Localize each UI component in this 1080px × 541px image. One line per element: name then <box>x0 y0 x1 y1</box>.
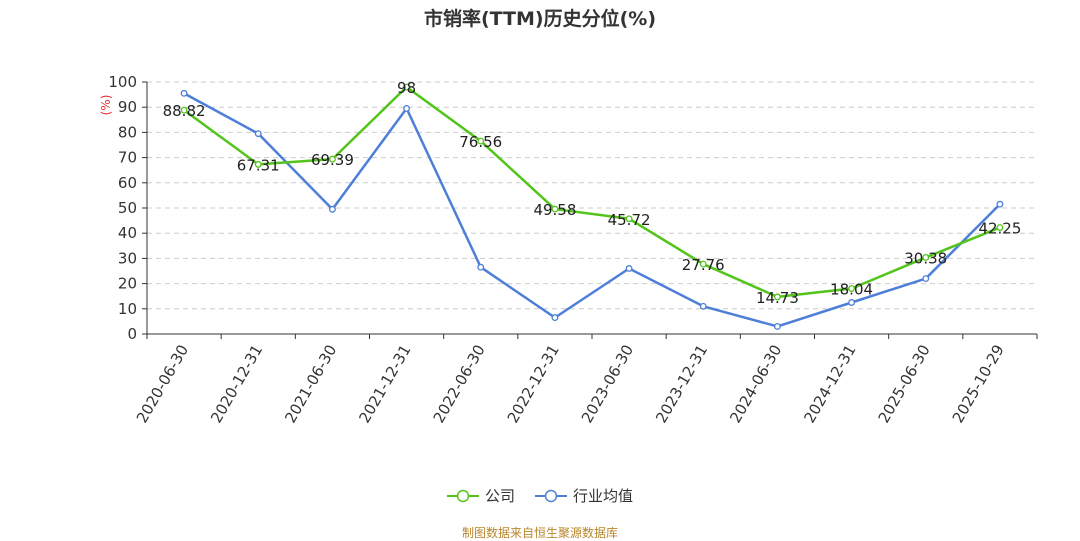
data-point-company <box>699 260 707 268</box>
y-tick-label: 70 <box>118 149 137 167</box>
y-tick-label: 90 <box>118 98 137 116</box>
grid-lines <box>147 81 1037 310</box>
data-label: 42.25 <box>978 220 1021 238</box>
x-tick-label: 2020-06-30 <box>133 342 192 427</box>
series-line-industry <box>183 92 1001 328</box>
data-point-company <box>848 285 856 292</box>
data-label: 88.82 <box>163 102 206 120</box>
legend: 公司 行业均值 <box>0 485 1080 506</box>
y-tick-label: 30 <box>118 249 137 267</box>
y-tick-label: 10 <box>118 300 137 318</box>
y-tick-label: 0 <box>127 325 137 343</box>
x-tick-label: 2025-06-30 <box>875 342 934 427</box>
data-label: 45.72 <box>608 211 651 229</box>
y-tick-label: 80 <box>118 123 137 141</box>
data-point-company <box>180 106 188 114</box>
legend-marker-industry <box>535 489 567 502</box>
data-label: 76.56 <box>459 133 502 151</box>
data-point-industry <box>551 314 559 322</box>
series-line-company <box>183 85 1001 299</box>
x-tick-label: 2021-12-31 <box>355 342 414 427</box>
data-point-company <box>551 205 559 213</box>
data-point-company <box>996 224 1004 231</box>
y-tick-label: 50 <box>118 199 137 217</box>
data-point-company <box>625 215 633 223</box>
data-point-company <box>328 155 336 163</box>
chart-title: 市销率(TTM)历史分位(%) <box>423 8 657 30</box>
data-label: 14.73 <box>756 289 799 307</box>
legend-item-industry[interactable]: 行业均值 <box>535 485 633 506</box>
data-point-industry <box>403 105 411 112</box>
series-lines <box>180 83 1004 330</box>
legend-label-company: 公司 <box>484 487 515 505</box>
y-axis-label: (%) <box>99 95 113 116</box>
data-label: 49.58 <box>533 201 576 219</box>
data-point-industry <box>180 89 188 97</box>
x-tick-label: 2025-10-29 <box>949 342 1008 427</box>
x-tick-label: 2021-06-30 <box>281 342 340 427</box>
source-note: 制图数据来自恒生聚源数据库 <box>461 526 618 540</box>
data-point-company <box>773 293 781 301</box>
data-point-industry <box>922 275 930 283</box>
data-point-company <box>477 137 485 145</box>
data-point-company <box>254 160 262 168</box>
x-tick-label: 2024-12-31 <box>800 342 859 427</box>
data-labels: 88.82 67.31 69.39 98 76.56 49.58 45.72 27.76 14.… <box>163 79 1022 307</box>
data-point-industry <box>699 302 707 310</box>
y-tick-label: 40 <box>118 224 137 242</box>
y-tick-label: 60 <box>118 174 137 192</box>
data-label: 67.31 <box>237 156 280 174</box>
data-point-industry <box>477 263 485 271</box>
data-point-industry <box>996 200 1004 208</box>
x-tick-label: 2022-12-31 <box>504 342 563 427</box>
data-label: 18.04 <box>830 281 873 299</box>
data-point-industry <box>773 322 781 330</box>
data-label: 27.76 <box>682 256 725 274</box>
y-tick-label: 100 <box>108 73 137 91</box>
x-tick-label: 2022-06-30 <box>430 342 489 427</box>
x-tick-label: 2020-12-31 <box>207 342 266 427</box>
data-label: 30.38 <box>904 249 947 267</box>
data-point-industry <box>254 130 262 138</box>
legend-marker-company <box>446 489 479 502</box>
data-point-industry <box>848 299 856 306</box>
data-point-industry <box>328 205 336 213</box>
x-tick-label: 2024-06-30 <box>726 342 785 427</box>
data-label: 69.39 <box>311 151 354 169</box>
legend-label-industry: 行业均值 <box>573 487 634 505</box>
y-tick-label: 20 <box>118 275 137 293</box>
x-tick-label: 2023-06-30 <box>578 342 637 427</box>
data-point-industry <box>625 265 633 272</box>
data-point-company <box>403 83 411 91</box>
data-label: 98 <box>397 79 416 97</box>
axes: 0 10 20 30 40 50 60 70 80 90 100 (%) 2020-06-30 2020-… <box>99 73 1038 427</box>
x-tick-label: 2023-12-31 <box>652 342 711 427</box>
legend-item-company[interactable]: 公司 <box>446 485 515 506</box>
data-point-company <box>922 253 930 261</box>
